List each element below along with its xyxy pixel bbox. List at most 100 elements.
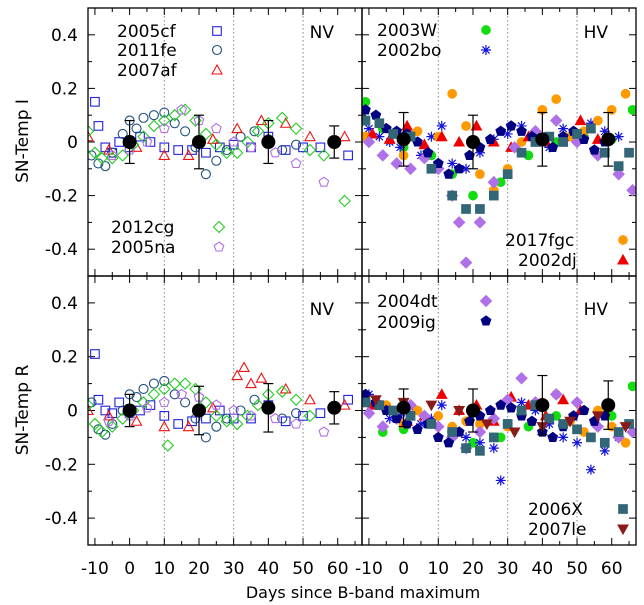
point-2003w [627, 381, 636, 392]
point-2012cg [289, 122, 303, 135]
series-2007af [88, 361, 351, 432]
point-2011fe [221, 413, 232, 424]
point-2009ig [495, 399, 507, 410]
point-2017fgc [592, 115, 603, 126]
point-2002bo [544, 418, 555, 429]
point-2006x [362, 397, 371, 408]
x-tick-label: 50 [292, 559, 314, 579]
point-2012cg [220, 146, 234, 159]
point-2007af [88, 130, 94, 142]
point-2005cf [201, 413, 211, 424]
template-point [327, 400, 342, 415]
legend-label: 2003W [377, 21, 437, 41]
point-2002dj [557, 393, 570, 405]
point-2007af [279, 382, 292, 394]
point-2005na [210, 399, 222, 410]
point-2012cg [88, 398, 95, 412]
legend-symbol-2005na [213, 241, 225, 252]
point-2011fe [117, 128, 128, 140]
point-2002bo [447, 158, 458, 169]
point-2012cg [88, 146, 102, 159]
xlabel: Days since B-band maximum [246, 583, 480, 602]
point-2012cg [88, 417, 102, 431]
point-2009ig [516, 125, 527, 136]
point-2002bo [495, 475, 506, 486]
point-2002bo [474, 147, 485, 158]
point-2007af [102, 409, 115, 421]
point-2011fe [138, 112, 149, 123]
point-2002bo [599, 126, 610, 137]
point-2009ig [391, 412, 403, 424]
legend-label: 2006X [528, 500, 583, 520]
point-2006x [586, 123, 596, 134]
legend-label: 2002dj [518, 251, 577, 271]
point-2005na [245, 141, 257, 152]
legend-label: 2002bo [377, 41, 441, 61]
point-2002bo [530, 405, 541, 416]
point-2009ig [547, 431, 559, 442]
point-2005cf [114, 397, 125, 408]
point-2006x [374, 400, 385, 410]
point-2005cf [93, 121, 104, 131]
point-2007le [508, 427, 521, 439]
point-2009ig [443, 437, 455, 448]
legend-symbol-2003w [481, 25, 491, 35]
panel-tag: HV [584, 23, 609, 43]
template-point [601, 398, 616, 413]
panel-tag: HV [584, 300, 609, 320]
point-2007le [425, 400, 438, 412]
point-2007af [304, 393, 316, 405]
point-2007le [564, 416, 577, 428]
point-2005cf [173, 419, 184, 429]
x-tick-label: 60 [327, 559, 349, 579]
point-2006x [624, 147, 634, 158]
point-2012cg [275, 385, 289, 398]
point-2005cf [173, 145, 184, 155]
point-2006x [426, 419, 437, 429]
y-tick-label: 0 [67, 402, 78, 422]
template-series [122, 383, 342, 436]
point-2009ig [370, 109, 382, 120]
point-2006x [572, 129, 582, 139]
legend-label: 2011fe [117, 41, 177, 61]
point-2005cf [228, 139, 239, 150]
point-2012cg [317, 149, 331, 162]
point-2012cg [116, 412, 129, 425]
panel-temp-i-nv: 0.4 0.2 0 -0.2 -0.4 [45, 7, 363, 277]
point-2002dj [453, 135, 466, 147]
point-2005cf [90, 349, 100, 359]
point-2006x [516, 147, 527, 158]
series-2005na [106, 104, 330, 187]
point-2005cf [280, 416, 291, 427]
point-2007af [182, 420, 195, 432]
x-tick-label: 20 [188, 559, 210, 579]
point-2012cg [241, 135, 254, 149]
point-2005cf [315, 408, 326, 419]
point-2012cg [230, 146, 244, 159]
plot-area [88, 96, 353, 208]
point-2011fe [93, 158, 104, 169]
legend-label: 2009ig [377, 313, 436, 333]
template-point [191, 135, 206, 149]
point-2011fe [221, 144, 232, 156]
legend-label: 2012cg [111, 218, 174, 238]
point-2002dj [383, 133, 396, 144]
point-2006x [475, 204, 485, 214]
y-tick-label: 0.4 [51, 26, 78, 46]
point-2002dj [418, 138, 431, 150]
point-2009ig [443, 168, 455, 179]
point-2003w [627, 104, 636, 115]
point-2012cg [158, 382, 171, 396]
legend-label: 2004dt [377, 292, 438, 312]
y-tick-label: -0.2 [45, 187, 78, 207]
y-tick-label: 0.2 [51, 79, 78, 99]
x-tick-label: 30 [223, 559, 245, 579]
legend-symbol-2004dt [479, 294, 493, 308]
point-2005cf [343, 150, 353, 161]
point-2005na [141, 136, 153, 147]
point-2005cf [135, 131, 145, 142]
point-2004dt [473, 425, 487, 439]
point-2004dt [549, 114, 563, 127]
point-2005cf [159, 411, 170, 421]
